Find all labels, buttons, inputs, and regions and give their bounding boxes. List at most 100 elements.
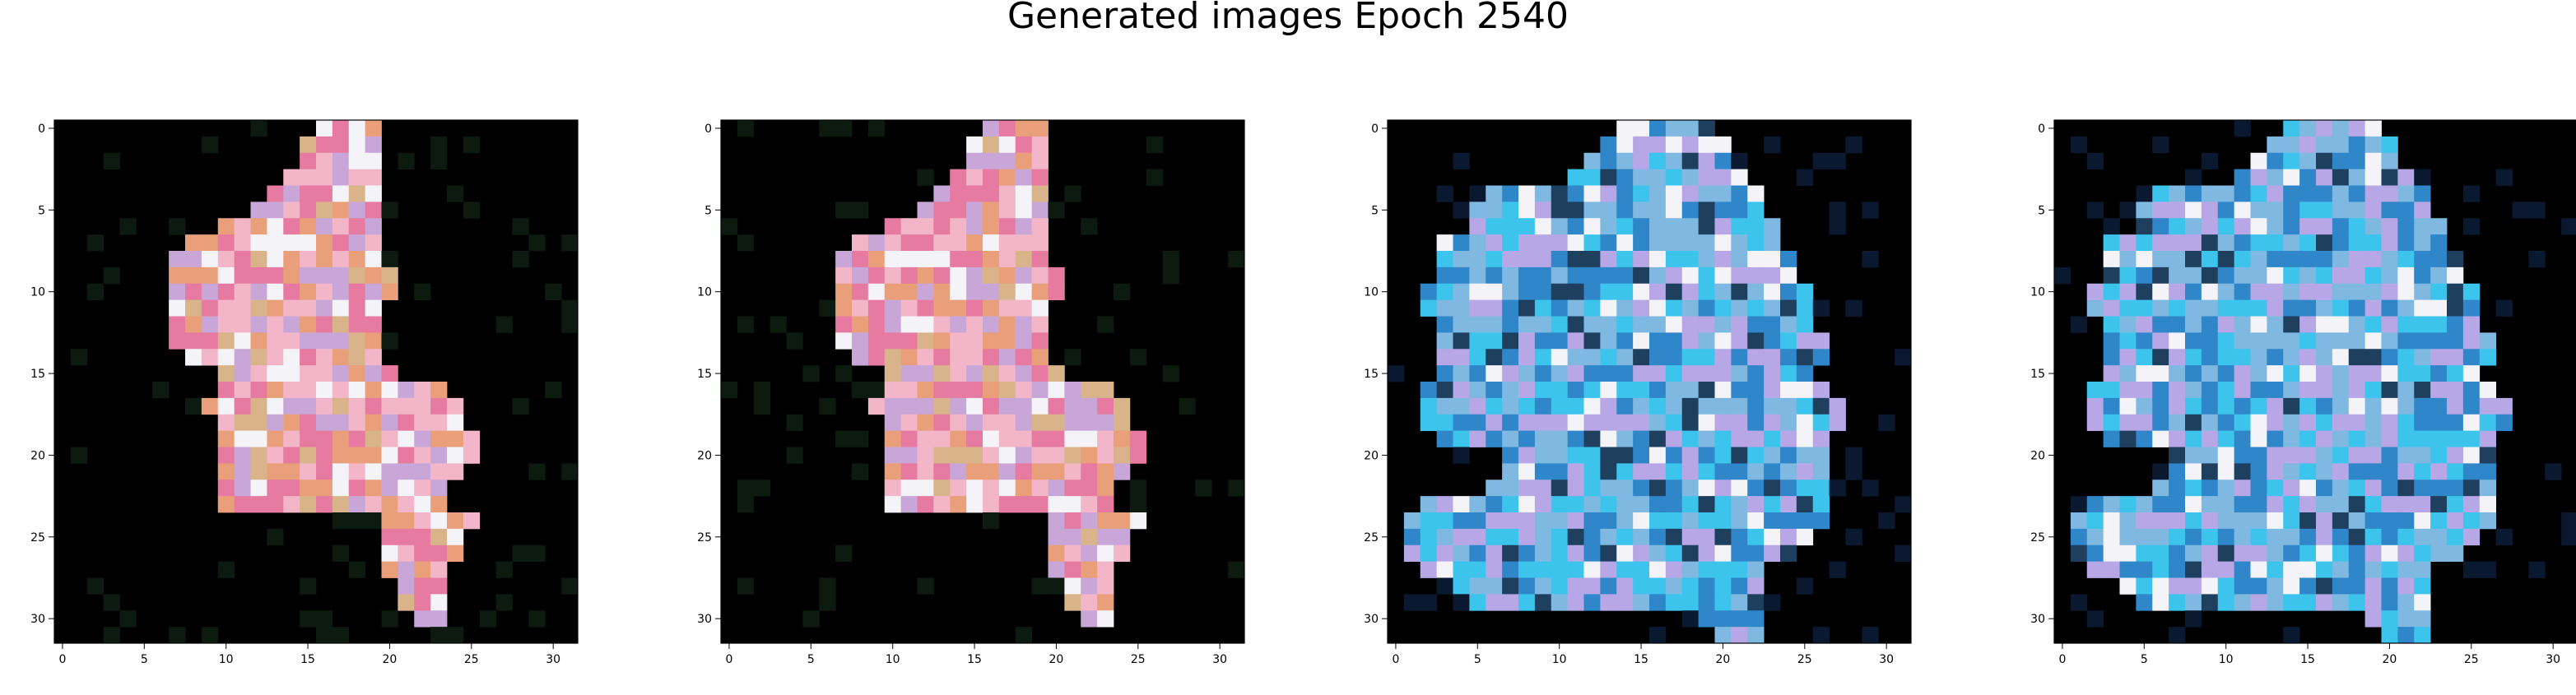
image-pixel — [1600, 185, 1617, 202]
image-pixel — [2348, 480, 2366, 497]
image-pixel — [2185, 561, 2202, 578]
image-pixel — [900, 430, 918, 447]
image-pixel — [217, 463, 235, 480]
image-pixel — [1764, 299, 1781, 317]
image-pixel — [835, 202, 853, 219]
image-pixel — [1436, 266, 1453, 285]
image-pixel — [300, 185, 317, 202]
image-pixel — [2201, 349, 2219, 366]
image-pixel — [1731, 218, 1748, 235]
image-pixel — [2332, 480, 2350, 497]
image-pixel — [1649, 185, 1667, 202]
image-pixel — [1714, 266, 1732, 285]
image-pixel — [2381, 512, 2398, 530]
image-pixel — [1731, 234, 1748, 252]
image-pixel — [283, 365, 300, 382]
image-pixel — [1747, 480, 1765, 497]
image-pixel — [365, 496, 382, 513]
image-pixel — [2414, 496, 2431, 513]
image-pixel — [1649, 299, 1667, 317]
image-pixel — [348, 430, 366, 447]
image-pixel — [545, 382, 562, 399]
image-pixel — [1698, 299, 1715, 317]
image-pixel — [1616, 577, 1634, 595]
image-pixel — [300, 266, 317, 285]
image-pixel — [2250, 480, 2267, 497]
image-pixel — [217, 414, 235, 432]
image-pixel — [2201, 251, 2219, 268]
image-pixel — [1436, 414, 1453, 432]
image-pixel — [2217, 512, 2235, 530]
image-pixel — [1015, 120, 1033, 137]
image-pixel — [1064, 463, 1081, 480]
image-pixel — [1518, 266, 1536, 285]
image-pixel — [2185, 577, 2202, 595]
image-pixel — [2250, 283, 2267, 301]
image-pixel — [900, 349, 918, 366]
image-pixel — [2348, 266, 2366, 285]
image-pixel — [2462, 365, 2481, 382]
image-pixel — [884, 218, 902, 235]
image-pixel — [528, 234, 546, 252]
image-pixel — [512, 251, 529, 268]
image-pixel — [512, 397, 529, 415]
image-pixel — [1829, 218, 1846, 235]
image-pixel — [217, 218, 235, 235]
image-pixel — [2364, 447, 2382, 464]
image-pixel — [1780, 266, 1797, 285]
y-tick-label: 20 — [2030, 449, 2045, 462]
image-pixel — [332, 397, 350, 415]
image-pixel — [1780, 397, 1797, 415]
image-pixel — [1698, 332, 1715, 350]
image-pixel — [2185, 447, 2202, 464]
image-pixel — [1518, 577, 1536, 595]
image-pixel — [300, 610, 317, 628]
image-pixel — [495, 561, 513, 578]
image-pixel — [2414, 169, 2431, 186]
image-pixel — [2479, 463, 2497, 480]
image-pixel — [2332, 349, 2350, 366]
image-pixel — [1681, 349, 1700, 366]
image-pixel — [2414, 544, 2431, 563]
image-pixel — [1129, 447, 1147, 464]
image-pixel — [2283, 627, 2300, 644]
image-pixel — [332, 447, 350, 464]
image-pixel — [966, 447, 983, 464]
image-pixel — [348, 447, 366, 464]
image-pixel — [1031, 266, 1049, 285]
image-pixel — [1534, 561, 1552, 578]
image-pixel — [2414, 185, 2431, 202]
image-pixel — [1649, 627, 1667, 644]
image-pixel — [283, 251, 300, 268]
image-pixel — [933, 414, 951, 432]
image-pixel — [2316, 251, 2333, 268]
image-pixel — [2332, 463, 2350, 480]
image-pixel — [234, 463, 251, 480]
image-pixel — [1731, 152, 1748, 170]
image-pixel — [201, 349, 219, 366]
image-pixel — [2136, 365, 2153, 382]
image-pixel — [414, 430, 431, 447]
image-pixel — [1031, 365, 1049, 382]
image-pixel — [1714, 430, 1732, 447]
image-pixel — [234, 414, 251, 432]
image-pixel — [1731, 185, 1748, 202]
image-pixel — [852, 283, 869, 301]
image-pixel — [2364, 316, 2382, 333]
image-pixel — [365, 283, 382, 301]
image-pixel — [2283, 152, 2300, 170]
image-pixel — [2447, 512, 2464, 530]
image-pixel — [381, 266, 398, 285]
image-pixel — [2397, 169, 2415, 186]
image-pixel — [169, 283, 186, 301]
image-pixel — [2299, 218, 2317, 235]
image-pixel — [463, 430, 481, 447]
image-pixel — [2169, 577, 2186, 595]
image-pixel — [217, 365, 235, 382]
image-pixel — [2381, 577, 2398, 595]
image-pixel — [1534, 266, 1552, 285]
image-pixel — [1534, 332, 1552, 350]
image-pixel — [365, 185, 382, 202]
image-pixel — [884, 251, 902, 268]
image-pixel — [2267, 544, 2284, 563]
